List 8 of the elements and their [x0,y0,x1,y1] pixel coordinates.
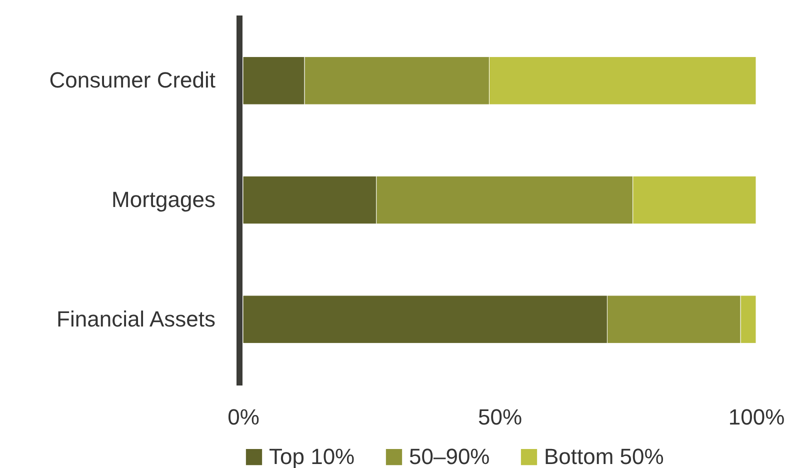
y-tick-label: Mortgages [112,187,216,212]
x-tick-label: 100% [728,404,785,430]
y-tick-label: Consumer Credit [49,68,216,93]
y-tick-label: Financial Assets [56,306,216,332]
x-tick-label: 50% [478,404,522,430]
legend-label: 50–90% [409,444,490,468]
x-tick-label: 0% [228,404,260,430]
legend-label: Bottom 50% [544,444,664,468]
